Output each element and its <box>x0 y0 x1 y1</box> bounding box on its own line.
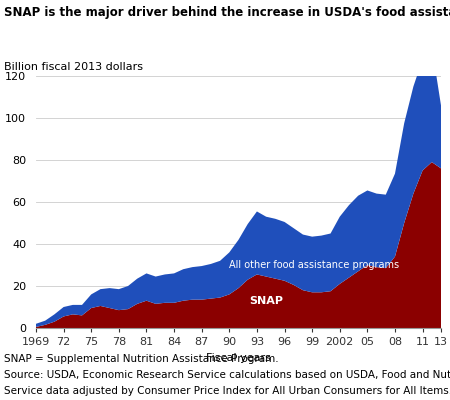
Text: SNAP = Supplemental Nutrition Assistance Program.: SNAP = Supplemental Nutrition Assistance… <box>4 354 279 364</box>
Text: Billion fiscal 2013 dollars: Billion fiscal 2013 dollars <box>4 62 144 72</box>
X-axis label: Fiscal years: Fiscal years <box>206 352 271 362</box>
Text: Service data adjusted by Consumer Price Index for All Urban Consumers for All It: Service data adjusted by Consumer Price … <box>4 386 450 396</box>
Text: All other food assistance programs: All other food assistance programs <box>230 260 400 270</box>
Text: SNAP is the major driver behind the increase in USDA's food assistance expenditu: SNAP is the major driver behind the incr… <box>4 6 450 19</box>
Text: SNAP: SNAP <box>249 296 283 306</box>
Text: Source: USDA, Economic Research Service calculations based on USDA, Food and Nut: Source: USDA, Economic Research Service … <box>4 370 450 380</box>
